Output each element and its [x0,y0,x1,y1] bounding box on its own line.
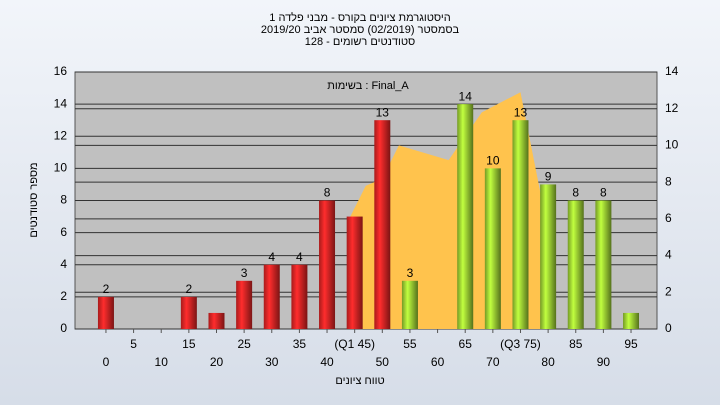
x-tick-label: 80 [541,355,555,369]
y-tick-label: 14 [54,96,68,110]
bar [346,216,363,329]
x-tick-label: 65 [459,337,473,351]
bar [457,104,474,329]
x-tick-label: 35 [293,337,307,351]
value-label: 4 [296,250,303,264]
y-tick-label: 6 [60,225,67,239]
y-tick-label: 16 [54,64,68,78]
bar [401,280,418,329]
y-tick-label: 10 [54,161,68,175]
x-tick-label: 10 [155,355,169,369]
x-tick-label: 20 [210,355,224,369]
bar [180,296,197,329]
value-label: 13 [514,105,528,119]
y2-tick-label: 4 [665,248,672,262]
x-tick-label: 50 [376,355,390,369]
y-tick-label: 2 [60,289,67,303]
x-tick-label: 90 [597,355,611,369]
x-tick-label: 55 [403,337,417,351]
chart-subtitle: בסמסטר (02/2019) סמסטר אביב 2019/20 [261,24,460,36]
x-tick-label: (Q3 75) [500,337,541,351]
x-tick-label: 25 [237,337,251,351]
value-label: 10 [486,154,500,168]
x-tick-label: 95 [624,337,638,351]
value-label: 8 [600,186,607,200]
value-label: 14 [459,89,473,103]
y2-tick-label: 14 [665,64,679,78]
x-tick-label: 5 [130,337,137,351]
y-axis-label: מספר סטודנטים [28,162,40,237]
bar [484,168,501,329]
value-label: 13 [376,105,390,119]
chart-subtitle: סטודנטים רשומים - 128 [305,36,416,48]
chart-title: היסטוגרמת ציונים בקורס - מבני פלדה 1 [269,11,450,24]
bar [263,264,280,329]
y2-tick-label: 2 [665,284,672,298]
x-tick-label: 60 [431,355,445,369]
x-tick-label: (Q1 45) [334,337,375,351]
value-label: 8 [324,186,331,200]
bar [595,200,612,329]
bar [291,264,308,329]
bar [540,184,557,329]
bar [208,312,225,329]
bar [236,280,253,329]
x-tick-label: 85 [569,337,583,351]
x-tick-label: 15 [182,337,196,351]
value-label: 3 [407,266,414,280]
value-label: 9 [545,170,552,184]
bar [623,312,640,329]
bar [512,120,529,329]
bar [97,296,114,329]
x-tick-label: 0 [103,355,110,369]
x-axis-label: טווח ציונים [335,375,384,387]
annotation: בשימות : Final_A [327,80,409,92]
y2-tick-label: 8 [665,174,672,188]
x-tick-label: 40 [320,355,334,369]
x-tick-label: 70 [486,355,500,369]
value-label: 8 [572,186,579,200]
x-tick-label: 30 [265,355,279,369]
y2-tick-label: 12 [665,101,679,115]
y-tick-label: 0 [60,321,67,335]
value-label: 3 [241,266,248,280]
bar [567,200,584,329]
value-label: 2 [103,282,110,296]
y2-tick-label: 10 [665,138,679,152]
y-tick-label: 4 [60,257,67,271]
y2-tick-label: 6 [665,211,672,225]
bar [319,200,336,329]
y-tick-label: 12 [54,128,68,142]
value-label: 4 [268,250,275,264]
value-label: 2 [186,282,193,296]
y2-tick-label: 0 [665,321,672,335]
y-tick-label: 8 [60,193,67,207]
bar [374,120,391,329]
